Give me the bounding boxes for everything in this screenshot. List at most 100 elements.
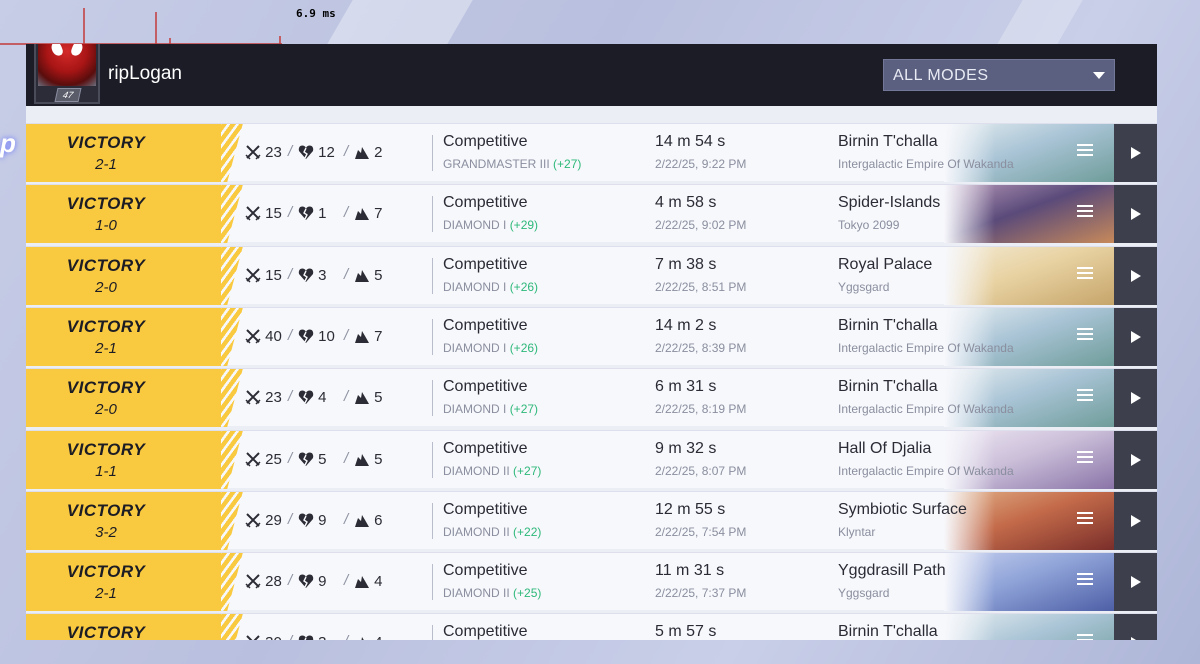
match-row[interactable]: VICTORY 2-0 15 / 3 / 5 Competitive DIAMO…: [26, 245, 1157, 305]
assist-hand-icon: [355, 514, 369, 527]
broken-heart-icon: [298, 452, 314, 466]
match-row[interactable]: VICTORY 3-2 29 / 9 / 6 Competitive DIAMO…: [26, 490, 1157, 550]
replay-play-button[interactable]: [1114, 614, 1157, 640]
kills-value: 40: [265, 327, 282, 345]
match-result[interactable]: VICTORY 2-1: [26, 307, 221, 366]
kills-value: 30: [265, 634, 282, 640]
result-score: 1-0: [95, 217, 117, 235]
game-mode: Competitive: [443, 439, 528, 457]
divider-slash: /: [288, 633, 292, 640]
swords-icon: [245, 390, 261, 405]
assist-hand-icon: [355, 269, 369, 282]
assists-value: 7: [374, 205, 383, 223]
level-badge: 47: [54, 88, 82, 102]
result-label: VICTORY: [66, 194, 146, 214]
deaths-stat: 9: [298, 511, 327, 531]
match-row[interactable]: VICTORY 1-1 25 / 5 / 5 Competitive DIAMO…: [26, 429, 1157, 489]
match-row[interactable]: VICTORY 2-1 28 / 9 / 4 Competitive DIAMO…: [26, 552, 1157, 612]
result-label: VICTORY: [66, 439, 146, 459]
kills-value: 23: [265, 389, 282, 407]
details-menu-icon[interactable]: [1077, 634, 1095, 640]
details-menu-icon[interactable]: [1077, 450, 1095, 467]
username: ripLogan: [108, 63, 182, 84]
match-datetime: 2/22/25, 9:22 PM: [655, 157, 747, 171]
match-datetime: 2/22/25, 8:39 PM: [655, 340, 747, 355]
chevron-down-icon: [1093, 72, 1105, 79]
match-duration: 4 m 58 s: [655, 194, 717, 212]
match-result[interactable]: VICTORY 2-1: [26, 553, 221, 612]
rank-gain: (+27): [509, 402, 539, 417]
match-row[interactable]: VICTORY 1-0 15 / 1 / 7 Competitive DIAMO…: [26, 184, 1157, 244]
match-result[interactable]: VICTORY 2-0: [26, 369, 221, 428]
details-menu-icon[interactable]: [1077, 389, 1095, 405]
result-label: VICTORY: [66, 623, 146, 640]
match-result[interactable]: VICTORY 2-1: [26, 124, 221, 182]
broken-heart-icon: [298, 329, 314, 343]
column-divider: [432, 135, 433, 171]
match-duration: 9 m 32 s: [655, 439, 717, 457]
assists-stat: 5: [354, 388, 383, 408]
deaths-stat: 4: [298, 388, 327, 408]
details-menu-icon[interactable]: [1077, 327, 1095, 344]
match-result[interactable]: VICTORY 1-0: [26, 185, 221, 244]
details-menu-icon[interactable]: [1077, 511, 1095, 528]
map-name: Birnin T'challa: [838, 623, 938, 640]
details-menu-icon[interactable]: [1077, 573, 1095, 589]
deaths-value: 1: [318, 205, 327, 223]
map-thumbnail: [944, 491, 1114, 550]
replay-play-button[interactable]: [1114, 307, 1157, 366]
replay-play-button[interactable]: [1114, 124, 1157, 182]
rank-info: DIAMOND I (+26): [443, 341, 538, 355]
frame-time-label: 6.9 ms: [296, 7, 336, 20]
match-row[interactable]: VICTORY 2-0 23 / 4 / 5 Competitive DIAMO…: [26, 368, 1157, 428]
match-datetime: 2/22/25, 9:02 PM: [655, 218, 747, 233]
assists-value: 6: [374, 511, 383, 529]
match-result[interactable]: VICTORY 2-0: [26, 246, 221, 305]
game-mode: Competitive: [443, 623, 528, 640]
avatar[interactable]: 47: [34, 44, 100, 104]
match-row[interactable]: VICTORY 30 / 3 / 4 Competitive 5 m 57 s …: [26, 613, 1157, 640]
swords-icon: [246, 635, 260, 640]
match-row[interactable]: VICTORY 2-1 23 / 12 / 2 Competitive GRAN…: [26, 123, 1157, 182]
replay-play-button[interactable]: [1114, 553, 1157, 612]
map-name: Royal Palace: [838, 255, 933, 273]
deaths-stat: 12: [298, 143, 335, 163]
match-datetime: 2/22/25, 8:51 PM: [655, 279, 747, 294]
replay-play-button[interactable]: [1114, 246, 1157, 305]
details-menu-icon[interactable]: [1077, 266, 1095, 283]
replay-play-button[interactable]: [1114, 491, 1157, 550]
divider-slash: /: [288, 204, 293, 222]
background-stripe: [997, 0, 1083, 44]
details-menu-icon[interactable]: [1077, 144, 1095, 160]
map-name: Birnin T'challa: [838, 316, 938, 334]
rank-info: DIAMOND II (+22): [443, 525, 541, 539]
deaths-stat: 3: [298, 266, 327, 286]
rank-gain: (+29): [509, 218, 539, 233]
replay-play-button[interactable]: [1114, 185, 1157, 244]
rank-name: DIAMOND II: [443, 586, 510, 601]
map-name: Hall Of Djalia: [838, 439, 932, 457]
game-mode: Competitive: [443, 562, 528, 580]
replay-play-button[interactable]: [1114, 430, 1157, 489]
background-stripe: [327, 0, 473, 44]
match-duration: 14 m 2 s: [655, 316, 717, 334]
replay-play-button[interactable]: [1114, 369, 1157, 428]
details-menu-icon[interactable]: [1077, 205, 1095, 221]
kills-stat: 30: [245, 633, 282, 640]
match-result[interactable]: VICTORY 3-2: [26, 491, 221, 550]
profile-header: 47 ripLogan ALL MODES: [26, 44, 1157, 106]
deaths-value: 4: [318, 389, 327, 407]
result-score: 2-0: [95, 278, 117, 296]
assist-hand-icon: [355, 392, 369, 405]
match-result[interactable]: VICTORY: [26, 614, 221, 640]
swords-icon: [245, 145, 261, 160]
deaths-value: 9: [318, 511, 327, 529]
broken-heart-icon: [298, 268, 314, 282]
match-result[interactable]: VICTORY 1-1: [26, 430, 221, 489]
result-score: 3-2: [95, 523, 117, 541]
mode-filter-dropdown[interactable]: ALL MODES: [883, 59, 1115, 91]
match-history-panel: 47 ripLogan ALL MODES VICTORY 2-1 23 / 1…: [26, 44, 1157, 640]
divider-slash: /: [344, 143, 349, 160]
swords-icon: [245, 451, 261, 467]
match-row[interactable]: VICTORY 2-1 40 / 10 / 7 Competitive DIAM…: [26, 306, 1157, 366]
